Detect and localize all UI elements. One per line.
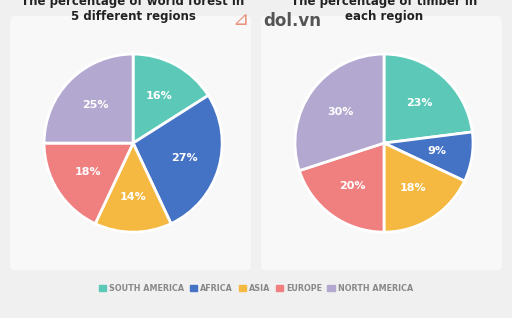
Wedge shape [44, 143, 133, 224]
Wedge shape [384, 143, 464, 232]
Wedge shape [384, 132, 473, 181]
Text: 25%: 25% [82, 100, 109, 110]
Text: 18%: 18% [399, 183, 426, 193]
Title: The percentage of timber in
each region: The percentage of timber in each region [291, 0, 477, 24]
Text: 30%: 30% [328, 107, 354, 117]
Wedge shape [384, 54, 473, 143]
Text: dol.vn: dol.vn [264, 12, 322, 30]
Legend: SOUTH AMERICA, AFRICA, ASIA, EUROPE, NORTH AMERICA: SOUTH AMERICA, AFRICA, ASIA, EUROPE, NOR… [99, 284, 413, 293]
Wedge shape [133, 95, 222, 224]
Text: 20%: 20% [339, 181, 366, 191]
Text: ⊿: ⊿ [232, 10, 248, 29]
Text: 9%: 9% [428, 147, 446, 156]
Text: 16%: 16% [145, 91, 172, 101]
Text: 18%: 18% [75, 167, 101, 177]
Wedge shape [44, 54, 133, 143]
Text: 14%: 14% [120, 191, 146, 202]
Wedge shape [295, 54, 384, 171]
Title: The percentage of world forest in
5 different regions: The percentage of world forest in 5 diff… [22, 0, 245, 24]
Wedge shape [133, 54, 208, 143]
Wedge shape [95, 143, 171, 232]
Text: 27%: 27% [171, 153, 198, 163]
Text: 23%: 23% [406, 98, 433, 108]
Wedge shape [300, 143, 384, 232]
